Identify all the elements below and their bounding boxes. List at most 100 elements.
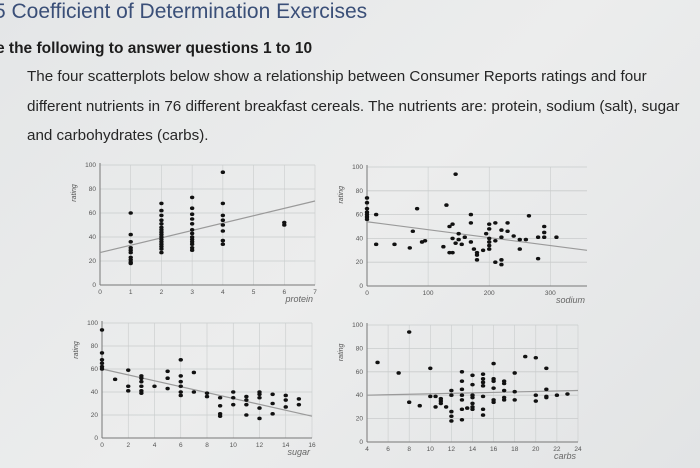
data-point xyxy=(257,395,262,400)
data-point xyxy=(512,389,517,394)
data-point xyxy=(533,355,538,360)
data-point xyxy=(257,416,262,421)
y-tick-label: 80 xyxy=(89,186,97,193)
data-point xyxy=(159,218,164,222)
data-point xyxy=(480,394,486,399)
data-point xyxy=(165,386,170,391)
data-point xyxy=(449,409,454,414)
data-point xyxy=(459,242,464,247)
data-point xyxy=(204,394,210,399)
x-tick-label: 100 xyxy=(423,290,434,297)
x-tick-label: 200 xyxy=(484,290,495,297)
data-point xyxy=(189,228,195,232)
data-point xyxy=(544,387,549,392)
data-point xyxy=(139,376,144,380)
data-point xyxy=(465,406,470,410)
data-point xyxy=(491,400,496,405)
data-point xyxy=(189,206,195,210)
data-point xyxy=(441,244,446,249)
data-point xyxy=(462,235,467,240)
data-point xyxy=(499,235,504,240)
data-point xyxy=(459,379,465,383)
data-point xyxy=(535,235,541,240)
data-point xyxy=(499,228,504,232)
data-point xyxy=(128,261,133,266)
x-tick-label: 22 xyxy=(553,446,561,453)
data-point xyxy=(159,247,164,251)
trend-line xyxy=(99,200,316,254)
x-tick-label: 7 xyxy=(313,289,317,296)
data-point xyxy=(417,403,422,408)
data-point xyxy=(283,398,288,402)
data-point xyxy=(459,417,465,422)
data-point xyxy=(459,370,465,374)
data-point xyxy=(414,206,420,211)
data-point xyxy=(523,354,528,359)
y-tick-label: 60 xyxy=(91,366,99,373)
x-tick-label: 1 xyxy=(129,289,133,296)
x-tick-label: 6 xyxy=(179,442,183,449)
data-point xyxy=(512,371,517,375)
y-tick-label: 0 xyxy=(94,435,98,442)
data-point xyxy=(159,213,164,218)
data-point xyxy=(396,371,401,375)
x-tick-label: 16 xyxy=(308,442,316,449)
data-point xyxy=(217,414,223,418)
data-point xyxy=(542,224,547,229)
data-point xyxy=(220,201,226,206)
data-point xyxy=(471,247,477,251)
data-point xyxy=(126,384,131,389)
data-point xyxy=(501,388,507,393)
y-tick-label: 20 xyxy=(91,412,99,419)
x-axis-label: sugar xyxy=(287,447,311,457)
data-point xyxy=(139,379,144,384)
data-point xyxy=(296,397,302,401)
x-tick-label: 18 xyxy=(511,446,519,453)
data-point xyxy=(487,240,492,244)
y-tick-label: 40 xyxy=(356,235,364,242)
data-point xyxy=(220,170,226,174)
y-tick-label: 100 xyxy=(87,320,98,327)
y-tick-label: 40 xyxy=(356,392,364,399)
data-point xyxy=(487,247,492,251)
data-point xyxy=(244,398,249,402)
data-point xyxy=(364,196,370,200)
x-tick-label: 4 xyxy=(365,446,369,453)
data-point xyxy=(493,238,498,243)
data-point xyxy=(459,393,465,397)
x-tick-label: 3 xyxy=(190,289,194,296)
data-point xyxy=(189,242,195,246)
data-point xyxy=(99,328,105,332)
data-point xyxy=(444,203,449,207)
data-point xyxy=(189,195,195,200)
data-point xyxy=(270,401,275,406)
data-point xyxy=(449,414,454,419)
data-point xyxy=(165,369,170,374)
data-point xyxy=(542,230,547,235)
data-point xyxy=(428,366,433,371)
data-point xyxy=(282,223,287,227)
data-point xyxy=(126,389,131,393)
data-point xyxy=(491,361,496,366)
data-point xyxy=(99,367,105,371)
data-point xyxy=(257,392,262,397)
data-point xyxy=(499,262,504,267)
data-point xyxy=(152,384,157,389)
data-point xyxy=(178,384,183,389)
data-point xyxy=(283,393,288,398)
data-point xyxy=(501,381,507,386)
x-tick-label: 10 xyxy=(230,442,238,449)
data-point xyxy=(487,236,492,241)
data-point xyxy=(447,224,452,229)
data-point xyxy=(220,242,226,246)
data-point xyxy=(99,351,105,355)
data-point xyxy=(438,401,444,406)
data-point xyxy=(178,379,183,384)
data-point xyxy=(373,212,379,217)
y-tick-label: 40 xyxy=(91,389,99,396)
data-point xyxy=(501,398,507,402)
x-tick-label: 8 xyxy=(205,442,209,449)
data-point xyxy=(450,222,455,226)
